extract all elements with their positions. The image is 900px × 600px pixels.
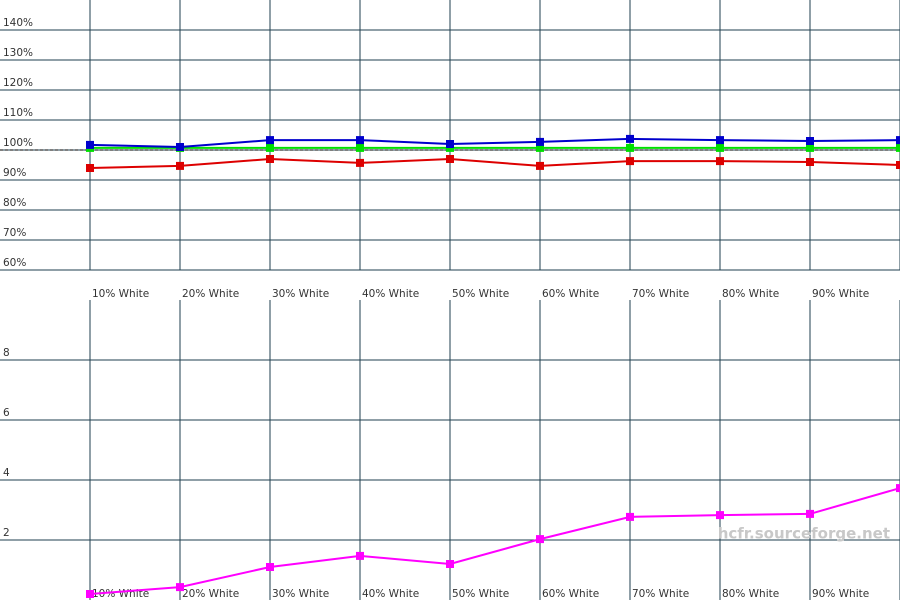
data-point — [806, 509, 814, 518]
x-tick-label: 60% White — [542, 288, 599, 300]
data-point — [626, 143, 634, 152]
data-point — [176, 143, 184, 151]
data-point — [86, 164, 94, 172]
data-point — [716, 136, 724, 145]
data-point — [266, 136, 274, 145]
x-tick-label: 20% White — [182, 588, 239, 600]
data-point — [716, 511, 724, 520]
y-tick-label: 140% — [3, 17, 33, 29]
x-tick-label: 30% White — [272, 288, 329, 300]
y-tick-label: 4 — [3, 467, 10, 479]
data-point — [626, 512, 634, 521]
data-point — [446, 140, 454, 148]
x-tick-label: 20% White — [182, 288, 239, 300]
data-point — [716, 157, 724, 166]
x-tick-label: 40% White — [362, 288, 419, 300]
data-point — [86, 590, 94, 598]
y-tick-label: 130% — [3, 47, 33, 59]
data-point — [536, 143, 544, 152]
data-point — [716, 143, 724, 152]
data-point — [896, 136, 900, 145]
x-tick-label: 80% White — [722, 288, 779, 300]
data-point — [806, 143, 814, 152]
series-line — [89, 137, 900, 149]
y-tick-label: 70% — [3, 227, 26, 239]
y-tick-label: 80% — [3, 197, 26, 209]
data-point — [176, 583, 184, 592]
series-line — [89, 487, 900, 595]
data-point — [266, 563, 274, 571]
data-point — [626, 157, 634, 166]
y-tick-label: 60% — [3, 257, 26, 269]
y-tick-label: 100% — [3, 137, 33, 149]
x-tick-label: 60% White — [542, 588, 599, 600]
x-tick-label: 90% White — [812, 288, 869, 300]
data-point — [806, 137, 814, 145]
data-point — [446, 155, 454, 163]
data-point — [896, 143, 900, 152]
data-point — [266, 155, 274, 163]
data-point — [896, 484, 900, 493]
data-point — [446, 560, 454, 568]
data-point — [176, 161, 184, 170]
y-tick-label: 120% — [3, 77, 33, 89]
x-tick-label: 70% White — [632, 288, 689, 300]
x-tick-label: 50% White — [452, 288, 509, 300]
data-point — [536, 137, 544, 146]
x-tick-label: 10% White — [92, 288, 149, 300]
x-tick-label: 30% White — [272, 588, 329, 600]
data-point — [86, 140, 94, 149]
data-point — [356, 158, 364, 167]
data-point — [356, 136, 364, 145]
y-tick-label: 8 — [3, 347, 10, 359]
series-line — [89, 157, 900, 169]
data-point — [806, 158, 814, 166]
data-point — [356, 143, 364, 152]
x-tick-label: 50% White — [452, 588, 509, 600]
x-tick-label: 90% White — [812, 588, 869, 600]
data-point — [626, 134, 634, 143]
data-point — [536, 161, 544, 170]
y-tick-label: 2 — [3, 527, 10, 539]
watermark: hcfr.sourceforge.net — [718, 525, 890, 543]
data-point — [356, 551, 364, 560]
y-tick-label: 6 — [3, 407, 10, 419]
x-tick-label: 40% White — [362, 588, 419, 600]
data-point — [536, 535, 544, 544]
x-tick-label: 80% White — [722, 588, 779, 600]
y-tick-label: 110% — [3, 107, 33, 119]
y-tick-label: 90% — [3, 167, 26, 179]
x-tick-label: 70% White — [632, 588, 689, 600]
data-point — [896, 161, 900, 169]
data-point — [266, 143, 274, 152]
